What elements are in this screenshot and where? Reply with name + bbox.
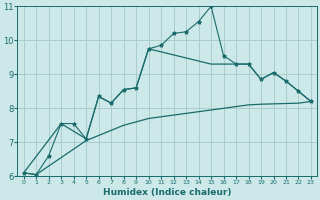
Point bbox=[34, 173, 39, 176]
Point bbox=[21, 171, 26, 174]
Point bbox=[308, 100, 314, 103]
Point bbox=[234, 62, 239, 66]
Point bbox=[84, 137, 89, 140]
Point bbox=[284, 79, 289, 83]
Point bbox=[121, 88, 126, 91]
Point bbox=[96, 95, 101, 98]
Point bbox=[196, 20, 201, 23]
Point bbox=[271, 71, 276, 74]
Point bbox=[146, 47, 151, 50]
Point bbox=[108, 102, 114, 105]
Point bbox=[259, 78, 264, 81]
Point bbox=[171, 32, 176, 35]
Point bbox=[158, 44, 164, 47]
Point bbox=[221, 54, 226, 57]
X-axis label: Humidex (Indice chaleur): Humidex (Indice chaleur) bbox=[103, 188, 232, 197]
Point bbox=[183, 30, 188, 33]
Point bbox=[59, 122, 64, 125]
Point bbox=[209, 5, 214, 8]
Point bbox=[71, 122, 76, 125]
Point bbox=[296, 90, 301, 93]
Point bbox=[133, 86, 139, 89]
Point bbox=[46, 154, 51, 157]
Point bbox=[246, 62, 251, 66]
